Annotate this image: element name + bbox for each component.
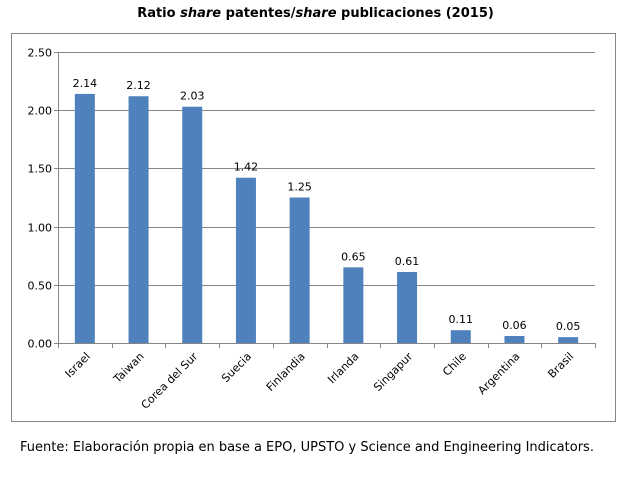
x-tick-label: Chile [440,350,469,379]
bar-chile [450,330,471,343]
x-tick-label: Brasil [545,350,576,381]
x-tick-label: Taiwan [110,350,146,386]
x-tick-label: Israel [63,350,93,380]
title-middle: patentes/ [221,6,296,21]
source-note: Fuente: Elaboración propia en base a EPO… [20,440,594,455]
x-tick-label: Suecia [219,350,254,385]
bars [74,93,579,344]
title-suffix: publicaciones (2015) [336,6,494,21]
bar-brasil [558,337,579,343]
y-tick-label: 2.00 [28,105,53,118]
x-tick-label: Finlandia [264,350,308,394]
data-label: 0.11 [449,313,474,326]
axes [54,52,596,348]
data-label: 0.05 [556,320,581,333]
data-label: 2.03 [180,90,205,103]
y-tick-label: 0.00 [28,338,53,351]
title-italic-share-1: share [180,6,222,21]
bar-israel [74,93,95,344]
bar-suecia [235,177,256,343]
x-tick-label: Irlanda [325,350,361,386]
bar-finlandia [289,197,310,343]
x-tick-label: Singapur [371,350,415,394]
data-label: 1.42 [234,161,259,174]
y-tick-label: 1.50 [28,163,53,176]
data-label: 2.14 [73,77,98,90]
x-tick-label: Corea del Sur [139,350,201,412]
bar-irlanda [343,267,364,343]
bar-argentina [504,336,525,343]
title-prefix: Ratio [137,6,181,21]
data-label: 0.65 [341,250,366,263]
data-label: 1.25 [287,181,312,194]
bar-corea-del-sur [182,106,203,343]
data-label: 2.12 [126,79,151,92]
bar-taiwan [128,96,149,344]
chart-title: Ratio share patentes/share publicaciones… [0,6,631,21]
data-label: 0.61 [395,255,420,268]
y-tick-label: 0.50 [28,280,53,293]
bar-singapur [397,271,418,343]
data-label: 0.06 [502,319,527,332]
y-tick-label: 2.50 [28,47,53,60]
title-italic-share-2: share [295,6,337,21]
y-tick-label: 1.00 [28,222,53,235]
x-tick-label: Argentina [475,350,522,397]
